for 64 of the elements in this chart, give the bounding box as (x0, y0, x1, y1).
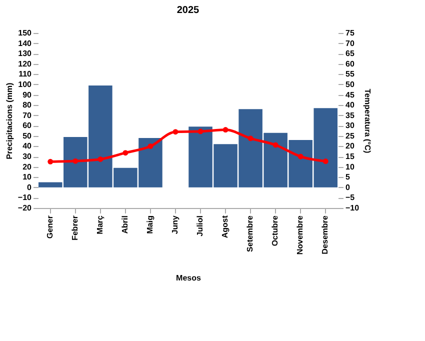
point (72, 158, 78, 164)
y2-tick-label: 70 (346, 38, 355, 48)
y-tick-label: −20 (18, 204, 32, 212)
y-tick-label: 150 (18, 28, 32, 38)
y2-tick-label: 15 (346, 152, 355, 162)
y2-tick-label: 5 (346, 172, 350, 182)
y2-tick-label: 55 (346, 70, 355, 79)
y2-tick-label: 35 (346, 110, 355, 120)
x-tick-label: Febrer (70, 216, 80, 240)
y2-tick-label: 60 (346, 59, 355, 68)
y-tick-label: 130 (18, 49, 32, 58)
y-tick-label: 10 (22, 172, 32, 182)
y-tick-label: 30 (22, 152, 32, 162)
x-tick-label: Setembre (246, 214, 255, 252)
y2-tick-label: 25 (346, 131, 355, 140)
y2-tick-label: 30 (346, 121, 355, 130)
y2-tick-label: 50 (346, 80, 355, 89)
y-tick-label: −10 (18, 193, 32, 202)
y-tick-label: 120 (18, 59, 32, 68)
y-tick-label: 20 (22, 162, 32, 172)
x-tick-label: Juliol (196, 216, 205, 236)
point (222, 127, 228, 132)
y-tick-label: 100 (18, 80, 32, 89)
y-tick-label: 40 (22, 142, 32, 151)
y2-tick-label: −10 (346, 204, 360, 212)
y-tick-label: 60 (22, 121, 32, 130)
x-tick-label: Juny (170, 214, 180, 234)
point (322, 158, 328, 164)
x-axis-title: Mesos (176, 274, 202, 283)
x-tick-label: Novembre (296, 214, 305, 255)
point (248, 136, 254, 142)
y-tick-label: 110 (18, 70, 32, 79)
y2-tick-label: 45 (346, 90, 355, 100)
y2-tick-label: 65 (346, 49, 355, 58)
y-tick-label: 140 (18, 38, 32, 48)
y2-tick-label: 20 (346, 142, 355, 151)
point (198, 128, 204, 134)
x-tick-label: Abril (120, 216, 130, 234)
y2-tick-label: 10 (346, 162, 355, 172)
y-tick-label: 90 (22, 90, 32, 100)
x-tick-label: Agost (220, 215, 230, 238)
x-tick-label: Octubre (270, 214, 280, 246)
point (272, 142, 278, 148)
x-tick-label: Maig (145, 215, 154, 234)
point (48, 158, 54, 164)
y2-tick-label: 40 (346, 100, 355, 110)
y-tick-label: 80 (22, 100, 32, 110)
point (122, 150, 128, 156)
y2-tick-label: 75 (346, 28, 355, 38)
y-axis-title: Precipitacions (mm) (4, 82, 14, 160)
y2-tick-label: −5 (346, 193, 356, 202)
point (298, 154, 304, 160)
chart-title: 2025 (176, 5, 200, 16)
y-tick-label: 0 (27, 182, 32, 192)
point (98, 156, 104, 162)
x-tick-label: Desembre (320, 214, 330, 254)
y2-axis-title: Temperatura (°C) (363, 88, 372, 154)
y2-tick-label: 0 (346, 182, 350, 192)
x-tick-label: Març (95, 214, 104, 234)
point (172, 129, 178, 135)
point (148, 144, 154, 149)
y-tick-label: 50 (22, 131, 32, 140)
x-tick-label: Gener (45, 216, 54, 239)
y-tick-label: 70 (22, 110, 32, 120)
